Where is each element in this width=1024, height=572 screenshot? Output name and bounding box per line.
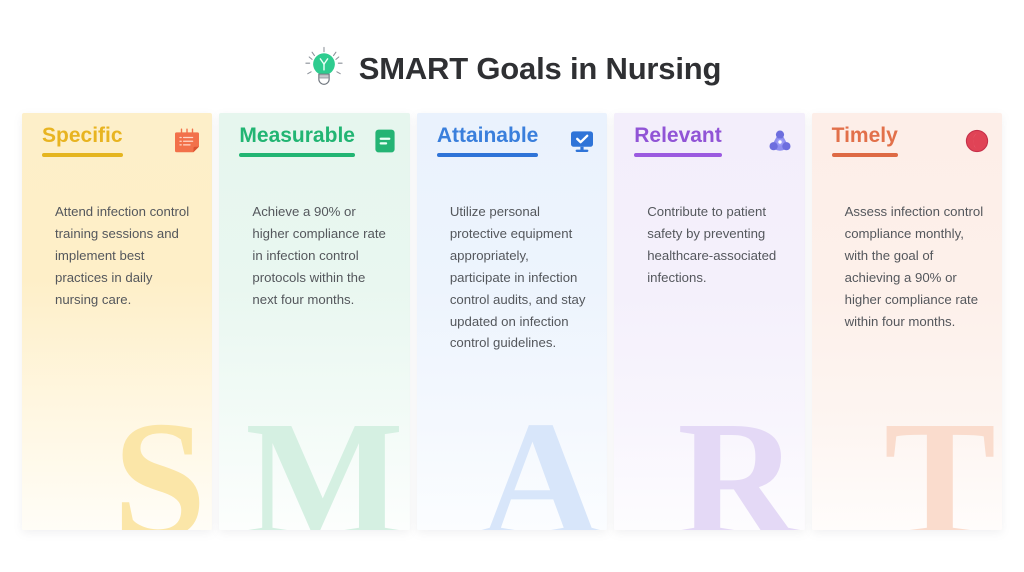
card-body: Contribute to patient safety by preventi… (647, 204, 777, 285)
watermark-letter: R (677, 387, 799, 530)
card-relevant[interactable]: R Relevant Contribute t (614, 113, 805, 530)
card-timely[interactable]: T Timely Assess infection control compli… (811, 113, 1003, 530)
card-title: Relevant (634, 124, 722, 147)
title-underline (42, 153, 123, 158)
watermark-letter: T (883, 387, 997, 530)
page-title: SMART Goals in Nursing (358, 50, 722, 86)
title-underline (436, 153, 539, 158)
lightbulb-icon (303, 46, 345, 90)
title-underline (634, 153, 722, 158)
card-title: Timely (831, 124, 898, 147)
watermark-letter: S (112, 387, 207, 530)
page-header: SMART Goals in Nursing (0, 46, 1024, 90)
note-card-icon (372, 128, 398, 154)
card-attainable[interactable]: A Attainable Utilize personal protective… (416, 113, 608, 530)
card-body: Achieve a 90% or higher compliance rate … (252, 204, 386, 307)
card-header: Measurable (239, 124, 398, 158)
card-title: Measurable (239, 124, 355, 147)
clock-circle-icon (964, 128, 990, 154)
card-body: Attend infection control training sessio… (55, 204, 190, 307)
title-underline (239, 153, 355, 158)
card-title: Attainable (436, 124, 539, 147)
card-header: Timely (831, 124, 990, 158)
card-header: Attainable (436, 124, 595, 158)
card-body: Utilize personal protective equipment ap… (449, 204, 586, 351)
card-header: Specific (42, 124, 200, 158)
card-specific[interactable]: S Specific (22, 113, 213, 530)
title-underline (831, 153, 898, 158)
recycle-atom-icon (767, 128, 793, 154)
card-measurable[interactable]: M Measurable Achieve a 90% or higher com… (219, 113, 410, 530)
monitor-check-icon (569, 128, 595, 154)
card-header: Relevant (634, 124, 793, 158)
watermark-letter: M (245, 387, 404, 530)
smart-card-row: S Specific (22, 113, 1003, 530)
watermark-letter: A (479, 387, 602, 530)
card-body: Assess infection control compliance mont… (844, 204, 984, 329)
card-title: Specific (42, 124, 123, 147)
calendar-note-icon (174, 128, 200, 154)
